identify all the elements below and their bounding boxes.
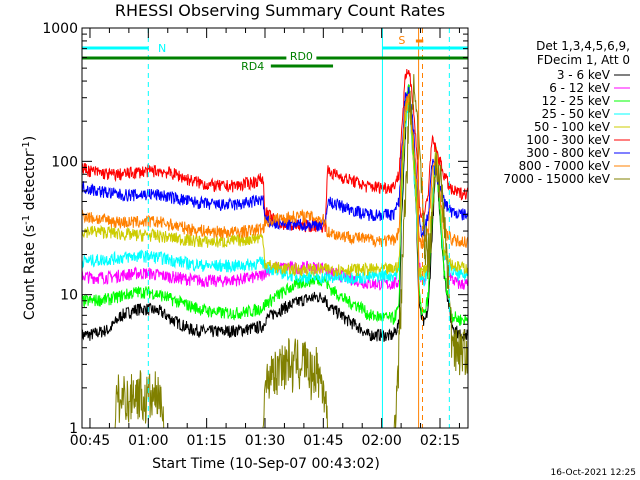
legend-label-3: 25 - 50 keV xyxy=(542,107,611,121)
rd0-label-bg xyxy=(286,50,317,62)
x-tick-label: 01:15 xyxy=(186,433,226,449)
night-label: N xyxy=(158,42,166,55)
legend-label-4: 50 - 100 keV xyxy=(534,120,611,134)
rd0-label: RD0 xyxy=(290,50,313,63)
y-axis-label-mid: detector xyxy=(22,151,38,215)
x-tick-label: 02:15 xyxy=(420,433,460,449)
x-tick-label: 02:00 xyxy=(361,433,401,449)
legend-label-1: 6 - 12 keV xyxy=(549,81,611,95)
series-line-4 xyxy=(82,93,468,278)
legend-label-8: 7000 - 15000 keV xyxy=(503,172,610,186)
x-tick-label: 00:45 xyxy=(70,433,110,449)
chart-title: RHESSI Observing Summary Count Rates xyxy=(115,1,445,20)
y-axis-label-main: Count Rate (s xyxy=(22,225,38,320)
legend-label-5: 100 - 300 keV xyxy=(526,133,610,147)
series-line-3 xyxy=(82,97,468,287)
x-axis-label: Start Time (10-Sep-07 00:43:02) xyxy=(152,456,380,472)
legend-label-2: 12 - 25 keV xyxy=(542,94,611,108)
rd4-label: RD4 xyxy=(241,60,264,73)
series-line-8 xyxy=(82,74,468,428)
y-axis-label-sup2: -1 xyxy=(21,141,32,151)
generation-timestamp: 16-Oct-2021 12:25 xyxy=(551,468,636,478)
axes-layer: 1 10 100 1000 00:45 01:00 01:15 01:30 01:45 02:00… xyxy=(42,21,468,449)
series-line-7 xyxy=(82,93,468,249)
series-line-0 xyxy=(82,93,468,342)
legend-header-line-1: Det 1,3,4,5,6,9, xyxy=(536,39,630,53)
annotation-layer: N S RD0 RD4 xyxy=(82,28,468,428)
y-tick-label: 100 xyxy=(51,154,78,170)
series-layer xyxy=(82,68,468,428)
x-tick-label: 01:30 xyxy=(245,433,285,449)
y-tick-label: 10 xyxy=(60,288,78,304)
x-tick-label: 01:45 xyxy=(303,433,343,449)
legend-header-line-2: FDecim 1, Att 0 xyxy=(537,53,630,67)
y-tick-label: 1000 xyxy=(42,21,78,37)
legend-label-7: 800 - 7000 keV xyxy=(519,159,611,173)
legend-label-6: 300 - 800 keV xyxy=(526,146,610,160)
y-axis-label-end: ) xyxy=(22,136,38,141)
legend-label-0: 3 - 6 keV xyxy=(557,68,611,82)
flare-label: S xyxy=(398,34,405,47)
plot-area: N S RD0 RD4 xyxy=(82,28,468,428)
y-axis-label-sup1: -1 xyxy=(21,215,32,225)
y-axis-label: Count Rate (s-1 detector-1) xyxy=(21,136,38,320)
legend: Det 1,3,4,5,6,9, FDecim 1, Att 0 3 - 6 k… xyxy=(503,39,630,186)
plot-frame xyxy=(81,27,469,429)
y-tick-label: 1 xyxy=(69,421,78,437)
x-tick-label: 01:00 xyxy=(128,433,168,449)
